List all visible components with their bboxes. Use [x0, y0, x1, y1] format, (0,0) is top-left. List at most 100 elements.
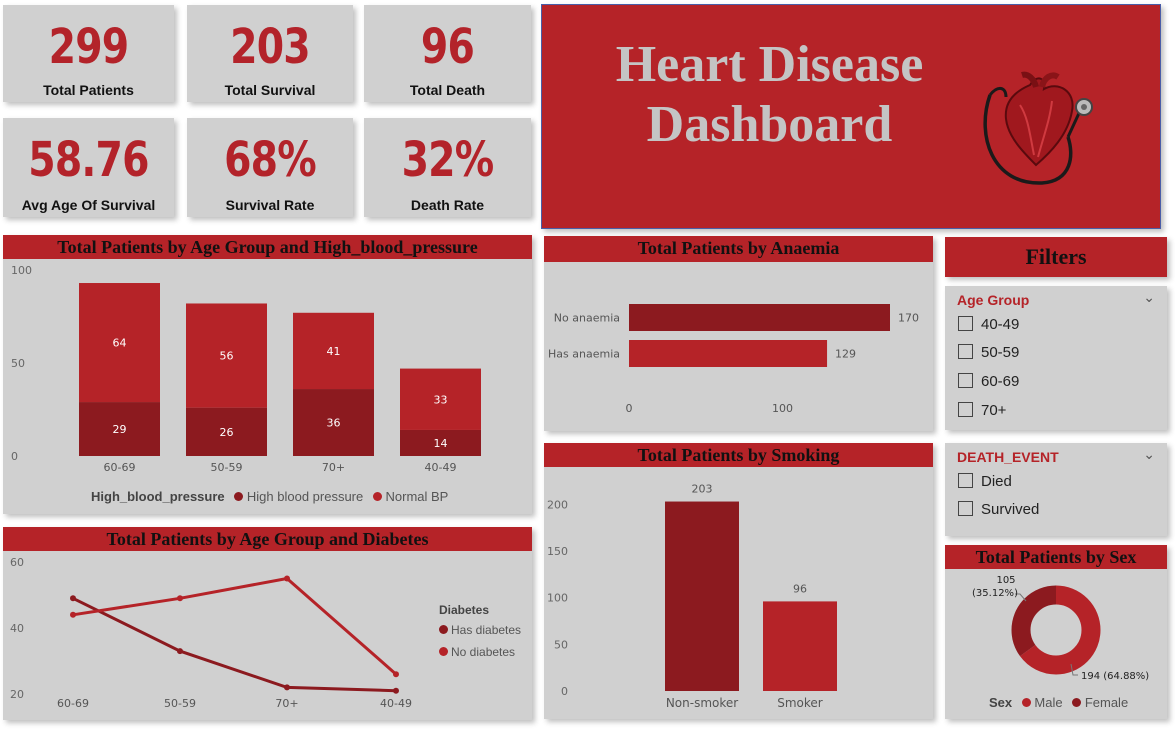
- sex-donut-chart: 194 (64.88%) 105 (35.12%): [972, 575, 1149, 682]
- y-tick-label: 100: [547, 592, 568, 605]
- filter-option-label: 70+: [981, 402, 1007, 419]
- filter-option-label: Survived: [981, 501, 1040, 518]
- y-tick-label: 20: [10, 688, 24, 701]
- x-tick-label: 40-49: [380, 697, 412, 710]
- legend-dot-dark-icon: [439, 625, 448, 634]
- checkbox-icon[interactable]: [958, 344, 973, 359]
- bar-segment: [400, 368, 481, 430]
- y-tick-label: 0: [561, 685, 568, 698]
- data-point: [393, 671, 399, 678]
- bar-segment: [293, 389, 374, 456]
- leader-line: [1015, 593, 1027, 602]
- kpi-value: 58.76: [28, 132, 149, 188]
- checkbox-icon[interactable]: [958, 316, 973, 331]
- bar-segment: [186, 407, 267, 456]
- data-label: 64: [113, 337, 127, 350]
- legend-dot-red-icon: [372, 492, 382, 501]
- x-tick-label: 50-59: [211, 461, 243, 474]
- series-line: [72, 596, 397, 693]
- y-tick-label: 40: [10, 622, 24, 635]
- dashboard-title-line2: Dashboard: [646, 96, 893, 153]
- slicer-header: DEATH_EVENT: [957, 449, 1059, 465]
- leader-line: [1070, 663, 1078, 676]
- x-tick-label: 60-69: [57, 697, 89, 710]
- legend-dot-red-icon: [439, 647, 448, 656]
- x-tick-label: 60-69: [104, 461, 136, 474]
- chevron-down-icon[interactable]: ⌄: [1143, 290, 1155, 306]
- kpi-value: 299: [48, 19, 130, 75]
- anaemia-chart: No anaemia 170 Has anaemia 129 0 100: [548, 304, 919, 415]
- data-label: 129: [835, 348, 856, 361]
- kpi-value: 32%: [401, 132, 495, 188]
- kpi-label: Avg Age Of Survival: [21, 197, 156, 213]
- y-tick-label: 100: [11, 264, 32, 277]
- legend-item: Female: [1084, 695, 1129, 710]
- filter-option-died[interactable]: Died: [958, 473, 1012, 490]
- filter-option-label: 50-59: [981, 344, 1020, 361]
- x-tick-label: 0: [626, 402, 633, 415]
- checkbox-icon[interactable]: [958, 402, 973, 417]
- bar-segment: [79, 402, 160, 456]
- x-tick-label: Non-smoker: [666, 696, 738, 710]
- checkbox-icon[interactable]: [958, 373, 973, 388]
- dashboard-banner: Heart Disease Dashboard: [541, 4, 1161, 229]
- checkbox-icon[interactable]: [958, 501, 973, 516]
- bar-segment: [79, 283, 160, 403]
- diabetes-chart: 20 40 60 60-69 50-59 70+ 40-49: [10, 556, 412, 710]
- checkbox-icon[interactable]: [958, 473, 973, 488]
- chart-title: Total Patients by Smoking: [544, 443, 933, 467]
- data-label: 33: [434, 393, 448, 406]
- filter-option-70-plus[interactable]: 70+: [958, 402, 1006, 419]
- chart-title: Total Patients by Age Group and High_blo…: [3, 235, 532, 259]
- filter-option-60-69[interactable]: 60-69: [958, 373, 1019, 390]
- legend-item: Male: [1034, 695, 1063, 710]
- smoking-chart: 0 50 100 150 200 203 Non-smoker 96 Smoker: [547, 483, 837, 710]
- filter-option-label: 40-49: [981, 316, 1020, 333]
- death-event-slicer: DEATH_EVENT ⌄ Died Survived: [945, 443, 1167, 536]
- data-point: [284, 575, 290, 582]
- kpi-label: Total Survival: [224, 82, 316, 98]
- kpi-avg-age-survival: 58.76 Avg Age Of Survival: [3, 118, 174, 217]
- data-label: 170: [898, 312, 919, 325]
- data-label: 26: [220, 426, 234, 439]
- filter-option-label: Died: [981, 473, 1012, 490]
- filter-option-survived[interactable]: Survived: [958, 501, 1039, 518]
- age-bp-chart: 0 50 100 29 64 60-69 26 56 50-59 36 41 70+ 14 33 40-49: [11, 264, 481, 474]
- kpi-value: 96: [420, 19, 475, 75]
- filters-title: Filters: [1025, 244, 1087, 269]
- filter-option-40-49[interactable]: 40-49: [958, 316, 1019, 333]
- data-label: 36: [327, 417, 341, 430]
- chart-smoking-card: Total Patients by Smoking 0 50 100 150 200 20…: [544, 443, 933, 719]
- kpi-label: Total Death: [409, 82, 486, 98]
- chart-age-bp-card: Total Patients by Age Group and High_blo…: [3, 235, 532, 514]
- age-group-slicer: Age Group ⌄ 40-49 50-59 60-69 70+: [945, 286, 1167, 430]
- kpi-label: Total Patients: [43, 82, 134, 98]
- filters-header: Filters: [945, 237, 1167, 277]
- kpi-total-survival: 203 Total Survival: [187, 5, 353, 102]
- data-label: 203: [692, 483, 713, 496]
- bar-segment: [186, 303, 267, 408]
- chart-legend: High_blood_pressure High blood pressure …: [91, 489, 448, 504]
- kpi-value: 68%: [224, 132, 317, 188]
- chart-title: Total Patients by Age Group and Diabetes: [3, 527, 532, 551]
- data-point: [393, 687, 399, 694]
- donut-slice: [1011, 585, 1101, 675]
- data-point: [70, 611, 76, 618]
- filter-option-50-59[interactable]: 50-59: [958, 344, 1019, 361]
- x-tick-label: 40-49: [425, 461, 457, 474]
- x-tick-label: 50-59: [164, 697, 196, 710]
- bar-segment: [400, 429, 481, 456]
- data-point: [177, 595, 183, 602]
- series-line: [72, 576, 397, 676]
- legend-dot-red-icon: [1021, 698, 1031, 707]
- legend-item: Normal BP: [385, 489, 449, 504]
- chart-diabetes-card: Total Patients by Age Group and Diabetes…: [3, 527, 532, 720]
- legend-title: Sex: [989, 695, 1013, 710]
- y-tick-label: 50: [11, 357, 25, 370]
- chart-legend: Sex Male Female: [989, 695, 1128, 710]
- legend-item: No diabetes: [451, 645, 516, 659]
- data-label-value: 105: [996, 575, 1015, 586]
- bar: [763, 601, 837, 691]
- chevron-down-icon[interactable]: ⌄: [1143, 447, 1155, 463]
- y-tick-label: 0: [11, 450, 18, 463]
